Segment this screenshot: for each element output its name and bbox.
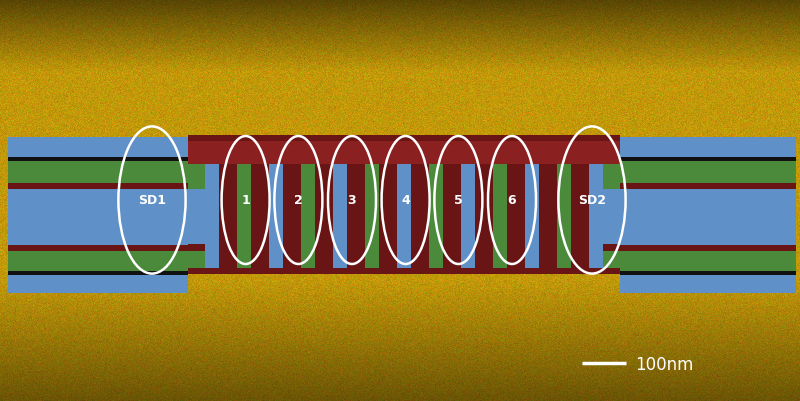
Text: 6: 6 [508, 194, 516, 207]
Bar [620, 138, 796, 157]
Bar [333, 164, 347, 269]
Bar [283, 164, 301, 269]
Bar [620, 270, 796, 275]
Bar [8, 156, 188, 161]
Text: 5: 5 [454, 194, 462, 207]
Bar [8, 245, 188, 251]
Bar [8, 270, 188, 275]
Bar [525, 164, 539, 269]
Bar [188, 269, 620, 275]
Bar [539, 164, 557, 269]
Text: 1: 1 [242, 194, 250, 207]
Bar [188, 164, 620, 189]
Text: 4: 4 [402, 194, 410, 207]
Bar [620, 183, 796, 189]
Bar [379, 164, 397, 269]
Bar [8, 274, 188, 294]
Bar [8, 183, 188, 189]
Bar [251, 164, 269, 269]
Bar [269, 164, 283, 269]
Bar [411, 164, 429, 269]
Bar [493, 164, 507, 269]
Bar [557, 164, 571, 269]
Bar [507, 164, 525, 269]
Bar [620, 156, 796, 161]
Text: 100nm: 100nm [635, 355, 694, 373]
Text: 3: 3 [348, 194, 356, 207]
Bar [589, 164, 603, 269]
Text: SD2: SD2 [578, 194, 606, 207]
Bar [429, 164, 443, 269]
Bar [315, 164, 333, 269]
Bar [188, 188, 620, 245]
Bar [365, 164, 379, 269]
Bar [8, 160, 188, 184]
Bar [620, 245, 796, 251]
Bar [620, 274, 796, 294]
Text: 2: 2 [294, 194, 302, 207]
Bar [475, 164, 493, 269]
Bar [8, 188, 188, 245]
Bar [219, 164, 237, 269]
Bar [620, 188, 796, 245]
Bar [237, 164, 251, 269]
Text: SD1: SD1 [138, 194, 166, 207]
Bar [188, 136, 620, 164]
Bar [8, 250, 188, 271]
Bar [205, 164, 219, 269]
Bar [188, 136, 620, 142]
Bar [397, 164, 411, 269]
Bar [571, 164, 589, 269]
Bar [461, 164, 475, 269]
Bar [188, 245, 620, 251]
Bar [443, 164, 461, 269]
Bar [347, 164, 365, 269]
Bar [620, 160, 796, 184]
Bar [188, 245, 620, 269]
Bar [8, 138, 188, 157]
Bar [620, 250, 796, 271]
Bar [301, 164, 315, 269]
